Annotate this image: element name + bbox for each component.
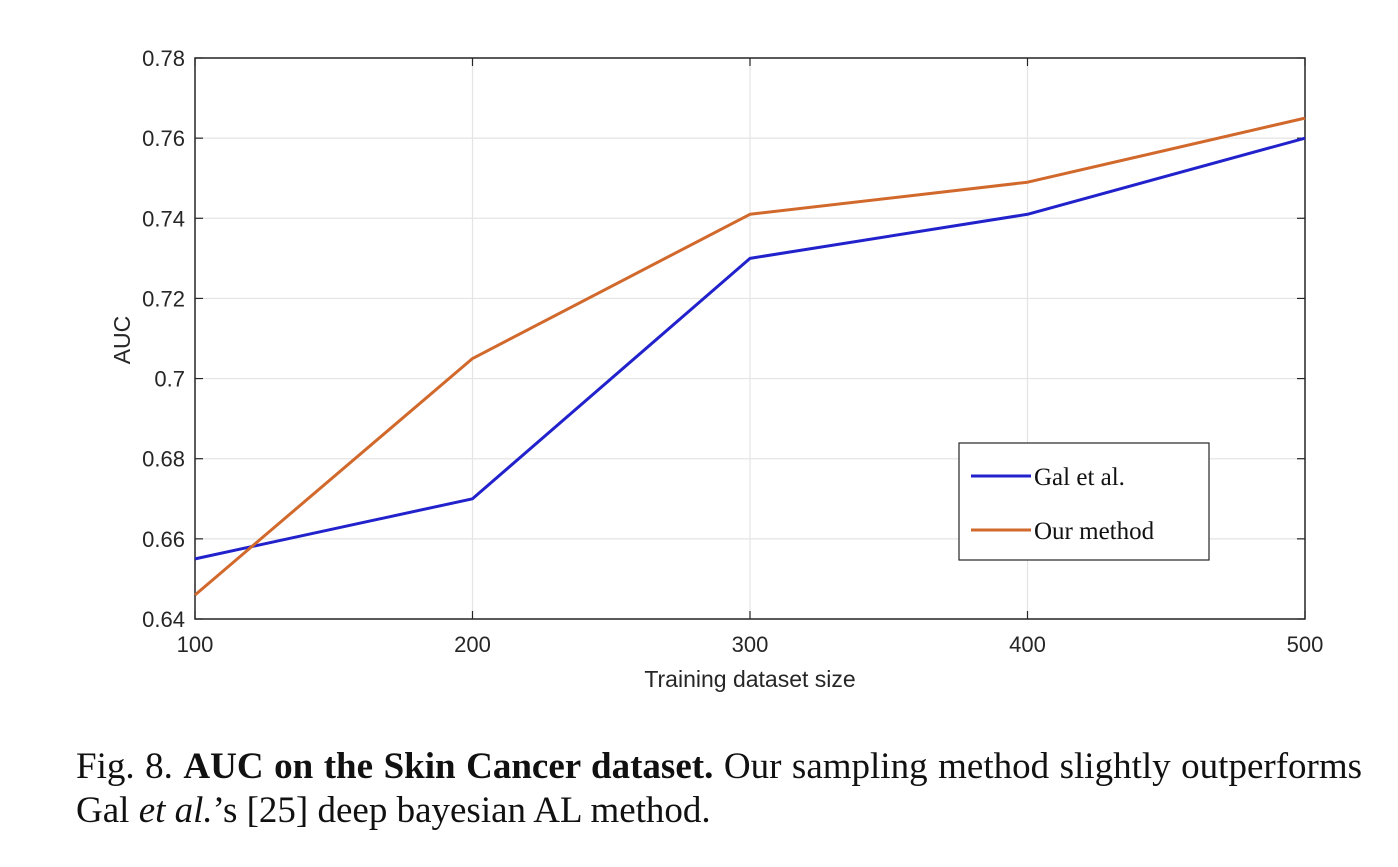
x-tick-labels: 100 200 300 400 500	[177, 632, 1324, 657]
y-axis-label: AUC	[109, 316, 135, 365]
y-tick-label: 0.76	[142, 126, 185, 151]
y-tick-label: 0.78	[142, 46, 185, 71]
y-tick-label: 0.72	[142, 286, 185, 311]
series-line-0	[194, 136, 1306, 561]
y-tick-label: 0.7	[154, 367, 185, 392]
x-tick-label: 400	[1009, 632, 1046, 657]
legend-label-our-method: Our method	[1034, 518, 1155, 545]
caption-text-2: ’s [25] deep bayesian AL method.	[212, 790, 711, 831]
y-tick-labels: 0.64 0.66 0.68 0.7 0.72 0.74 0.76 0.78	[142, 46, 185, 632]
series-line-1	[194, 116, 1306, 597]
chart: 100 200 300 400 500 0.640.660.680.70.720.740…	[109, 46, 1324, 692]
x-tick-label: 300	[732, 632, 769, 657]
y-tick-label: 0.64	[142, 607, 185, 632]
caption-prefix: Fig. 8.	[76, 746, 184, 787]
caption-text-1: Our sampling method slightly outperforms…	[76, 746, 1363, 831]
caption-title: AUC on the Skin Cancer dataset.	[183, 746, 714, 787]
y-tick-label: 0.68	[142, 447, 185, 472]
series-lines	[194, 116, 1306, 597]
x-tick-label: 200	[454, 632, 491, 657]
legend-label-gal: Gal et al.	[1034, 464, 1125, 491]
legend: Gal et al. Our method	[958, 442, 1210, 561]
x-tick-label: 500	[1287, 632, 1324, 657]
legend-box	[958, 442, 1210, 561]
x-tick-label: 100	[177, 632, 214, 657]
x-axis-label: Training dataset size	[644, 666, 855, 692]
y-tick-label: 0.66	[142, 527, 185, 552]
caption-et-al: et al.	[138, 790, 213, 831]
y-tick-label: 0.74	[142, 206, 185, 231]
figure-caption: Fig. 8. AUC on the Skin Cancer dataset. …	[76, 745, 1362, 833]
